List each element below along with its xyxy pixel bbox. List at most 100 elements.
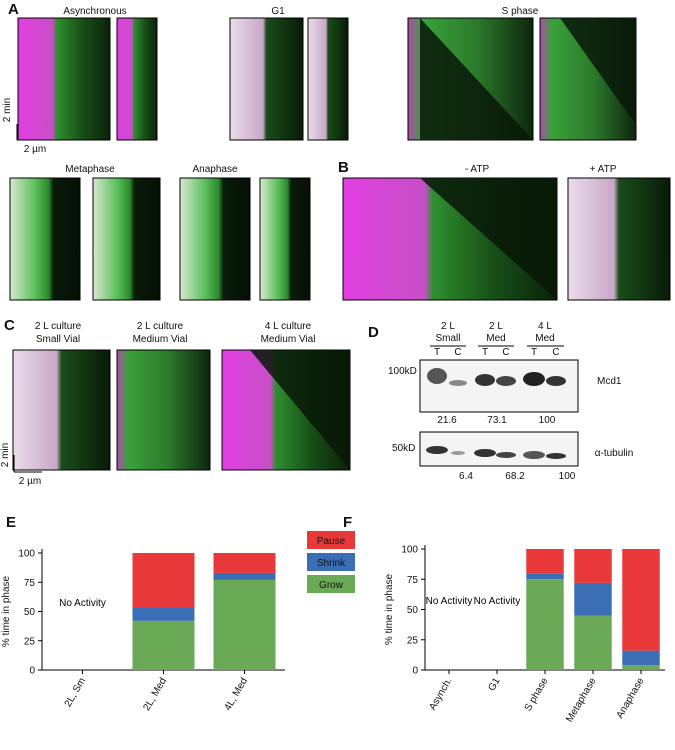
y-tick-label: 50 [407, 605, 419, 616]
annotation-box: No Activity [425, 595, 473, 607]
lane-sub: C [552, 347, 559, 358]
marker: 100kD [388, 366, 417, 377]
lane-header: Med [535, 333, 554, 344]
kymograph [567, 177, 671, 301]
y-tick-label: 100 [401, 545, 418, 556]
panel-label: B [338, 159, 349, 176]
annotation-box: No Activity [473, 595, 521, 607]
x-tick-label: Metaphase [564, 676, 598, 725]
x-tick-label: S phase [523, 676, 551, 714]
quantity: 6.4 [459, 471, 473, 482]
protein: α-tubulin [595, 448, 634, 459]
quantity: 100 [559, 471, 576, 482]
kymograph [307, 17, 349, 141]
band [427, 368, 447, 384]
x-tick-label: 2L, Med [142, 676, 170, 713]
y-tick-label: 50 [24, 607, 36, 618]
annotation: No Activity [473, 595, 521, 607]
kymo-shade [250, 350, 350, 470]
length-scale: 2 µm [24, 144, 46, 155]
lane-sub: C [454, 347, 461, 358]
y-tick-label: 0 [29, 666, 35, 677]
kymograph [12, 349, 111, 471]
time-scale: 2 min [2, 98, 13, 122]
band [426, 446, 448, 454]
kymo-title: G1 [271, 6, 285, 17]
y-axis-label: % time in phase [1, 575, 12, 647]
band [523, 372, 545, 386]
quantity: 68.2 [505, 471, 525, 482]
bar-segment [622, 665, 660, 670]
band [475, 374, 495, 386]
y-tick-label: 100 [18, 549, 35, 560]
band [546, 376, 566, 386]
lane-header: 2 L [489, 321, 503, 332]
kymo-title: Asynchronous [63, 6, 126, 17]
kymographs [9, 17, 671, 471]
kymo-shade [420, 18, 533, 140]
y-tick-label: 25 [24, 636, 36, 647]
bar-segment [132, 620, 195, 670]
legend-swatch [307, 531, 355, 549]
bar-segment [213, 579, 276, 670]
quantity: 100 [539, 415, 556, 426]
kymograph [229, 17, 304, 141]
x-tick-label: 2L, Sm [63, 676, 88, 709]
kymo-title: Metaphase [65, 164, 115, 175]
bar-segment [622, 650, 660, 666]
kymo-title: Medium Vial [133, 334, 188, 345]
annotation-box: No Activity [59, 598, 106, 609]
kymo-title: Anaphase [192, 164, 237, 175]
kymograph [17, 17, 111, 141]
bar-segment [526, 579, 564, 670]
lane-sub: T [434, 347, 440, 358]
quantity: 21.6 [437, 415, 457, 426]
band [496, 452, 516, 458]
blot [419, 359, 579, 413]
band [474, 449, 496, 457]
y-tick-label: 0 [412, 666, 418, 677]
kymo-title: 2 L culture [137, 321, 184, 332]
bar-segment [132, 553, 195, 608]
bar-segment [622, 549, 660, 651]
legend-label: Pause [317, 536, 346, 547]
panel-label: A [8, 1, 19, 18]
kymograph [179, 177, 251, 301]
protein: Mcd1 [597, 376, 622, 387]
legend-label: Shrink [317, 558, 346, 569]
bar-segment [574, 615, 612, 670]
lane-sub: T [531, 347, 537, 358]
kymograph [9, 177, 81, 301]
length-scale: 2 µm [19, 476, 41, 487]
kymo-title: 4 L culture [265, 321, 312, 332]
lane-header: Small [435, 333, 460, 344]
kymo-title: Medium Vial [261, 334, 316, 345]
lane-header: 2 L [441, 321, 455, 332]
kymograph [259, 177, 311, 301]
kymograph [116, 349, 211, 471]
legend-label: Grow [319, 580, 344, 591]
annotation: No Activity [425, 595, 473, 607]
bar-segment [526, 573, 564, 580]
kymo-title: Small Vial [36, 334, 80, 345]
x-tick-label: G1 [486, 676, 502, 693]
band [523, 451, 545, 459]
panel-label: F [343, 514, 352, 531]
band [449, 380, 467, 386]
y-tick-label: 75 [24, 578, 36, 589]
y-axis-label: % time in phase [384, 573, 395, 645]
panel-label: D [368, 324, 379, 341]
bar-segment [574, 549, 612, 583]
band [496, 376, 516, 386]
lane-header: Med [486, 333, 505, 344]
band [451, 451, 465, 455]
legend-swatch [307, 575, 355, 593]
y-tick-label: 25 [407, 635, 419, 646]
bar-segment [213, 572, 276, 580]
kymograph [116, 17, 158, 141]
band [546, 453, 566, 459]
kymo-title: S phase [502, 6, 539, 17]
x-tick-label: 4L, Med [223, 676, 251, 713]
lane-sub: T [482, 347, 488, 358]
